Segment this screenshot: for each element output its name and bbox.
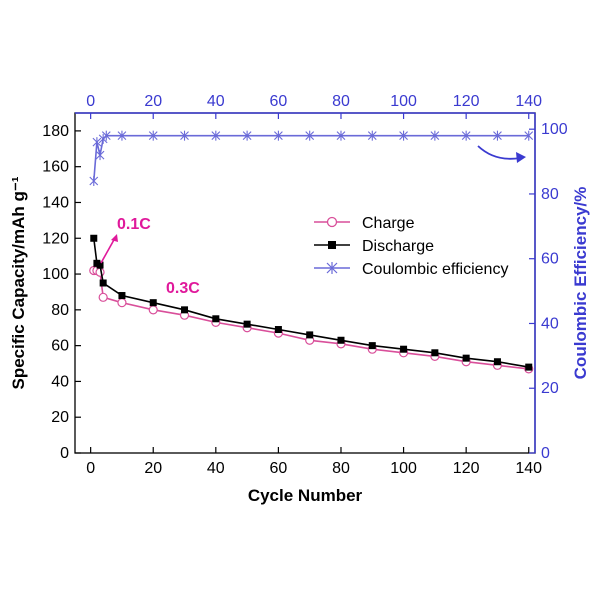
discharge-point <box>212 315 220 323</box>
coulombic-efficiency-point <box>493 130 502 141</box>
coulombic-efficiency-point <box>148 130 158 141</box>
discharge-point <box>118 292 126 300</box>
discharge-point <box>181 306 189 314</box>
discharge-point <box>96 261 104 269</box>
top-tick-label: 20 <box>144 93 162 110</box>
legend-discharge-marker <box>328 241 336 249</box>
legend-ce-label: Coulombic efficiency <box>362 261 508 278</box>
coulombic-efficiency-point <box>89 176 99 186</box>
charge-line <box>93 269 529 370</box>
y-left-tick-label: 80 <box>51 302 69 319</box>
coulombic-efficiency-point <box>524 130 534 141</box>
discharge-point <box>462 354 470 362</box>
y-left-tick-label: 160 <box>42 159 69 176</box>
top-tick-label: 140 <box>515 93 542 110</box>
coulombic-efficiency-point <box>305 130 315 141</box>
x-tick-label: 60 <box>270 460 288 477</box>
coulombic-efficiency-point <box>367 130 377 141</box>
coulombic-efficiency-point <box>336 130 346 141</box>
top-tick-label: 80 <box>332 93 350 110</box>
coulombic-efficiency-line <box>93 134 529 182</box>
top-tick-label: 60 <box>270 93 288 110</box>
annotation-0-1c-arrowhead <box>111 234 118 242</box>
y-left-tick-label: 100 <box>42 266 69 283</box>
discharge-line <box>93 238 529 368</box>
coulombic-efficiency-point <box>461 130 471 141</box>
y-right-tick-label: 100 <box>541 121 568 138</box>
top-tick-label: 0 <box>86 93 95 110</box>
annotation-0-1c: 0.1C <box>117 216 151 233</box>
y-left-tick-label: 40 <box>51 373 69 390</box>
y-left-axis-title: Specific Capacity/mAh g⁻¹ <box>9 176 28 389</box>
y-left-tick-label: 0 <box>60 445 69 462</box>
coulombic-efficiency-point <box>92 137 102 148</box>
ce-axis-arrowhead <box>516 152 526 163</box>
annotation-0-1c-arrow <box>100 237 116 264</box>
coulombic-efficiency-point <box>274 130 283 141</box>
plot-frame <box>74 112 536 454</box>
top-tick-label: 120 <box>453 93 480 110</box>
discharge-point <box>99 279 107 287</box>
x-tick-label: 120 <box>453 460 480 477</box>
discharge-point <box>306 331 314 339</box>
discharge-point <box>431 349 439 357</box>
discharge-point <box>243 320 251 328</box>
coulombic-efficiency-point <box>95 150 105 161</box>
legend: Charge Discharge Coulombic efficiency <box>314 215 508 278</box>
y-left-tick-label: 140 <box>42 194 69 211</box>
discharge-point <box>90 234 98 242</box>
legend-ce-marker <box>326 262 338 274</box>
y-left-tick-label: 60 <box>51 338 69 355</box>
ce-axis-arrow <box>477 145 521 160</box>
charge-point <box>98 292 108 302</box>
charge-point <box>117 298 127 308</box>
discharge-point <box>149 299 157 307</box>
x-tick-label: 40 <box>207 460 225 477</box>
discharge-point <box>337 336 345 344</box>
y-right-tick-label: 0 <box>541 445 550 462</box>
x-tick-label: 20 <box>144 460 162 477</box>
x-tick-label: 80 <box>332 460 350 477</box>
legend-discharge-label: Discharge <box>362 238 434 255</box>
coulombic-efficiency-point <box>117 130 127 141</box>
y-right-tick-label: 80 <box>541 186 559 203</box>
y-right-tick-label: 40 <box>541 315 559 332</box>
top-tick-label: 40 <box>207 93 225 110</box>
y-left-tick-label: 180 <box>42 123 69 140</box>
series-layer <box>89 130 534 374</box>
y-right-tick-label: 20 <box>541 380 559 397</box>
discharge-point <box>274 326 282 334</box>
x-axis-title: Cycle Number <box>248 486 363 505</box>
coulombic-efficiency-point <box>180 130 189 141</box>
charge-point <box>148 305 158 315</box>
x-tick-label: 100 <box>390 460 417 477</box>
y-left-tick-label: 120 <box>42 230 69 247</box>
coulombic-efficiency-point <box>242 130 252 141</box>
discharge-point <box>368 342 376 350</box>
discharge-point <box>493 358 501 366</box>
y-left-tick-label: 20 <box>51 409 69 426</box>
coulombic-efficiency-point <box>399 130 408 141</box>
top-tick-label: 100 <box>390 93 417 110</box>
coulombic-efficiency-point <box>430 130 440 141</box>
discharge-point <box>400 345 408 353</box>
y-right-axis-title: Coulombic Efficiency/% <box>571 187 590 380</box>
coulombic-efficiency-point <box>101 130 111 141</box>
annotation-0-3c: 0.3C <box>166 280 200 297</box>
x-tick-label: 140 <box>515 460 542 477</box>
discharge-point <box>525 363 533 371</box>
legend-charge-marker <box>326 216 338 228</box>
legend-charge-label: Charge <box>362 215 415 232</box>
x-tick-label: 0 <box>86 460 95 477</box>
y-right-tick-label: 60 <box>541 251 559 268</box>
coulombic-efficiency-point <box>211 130 221 141</box>
